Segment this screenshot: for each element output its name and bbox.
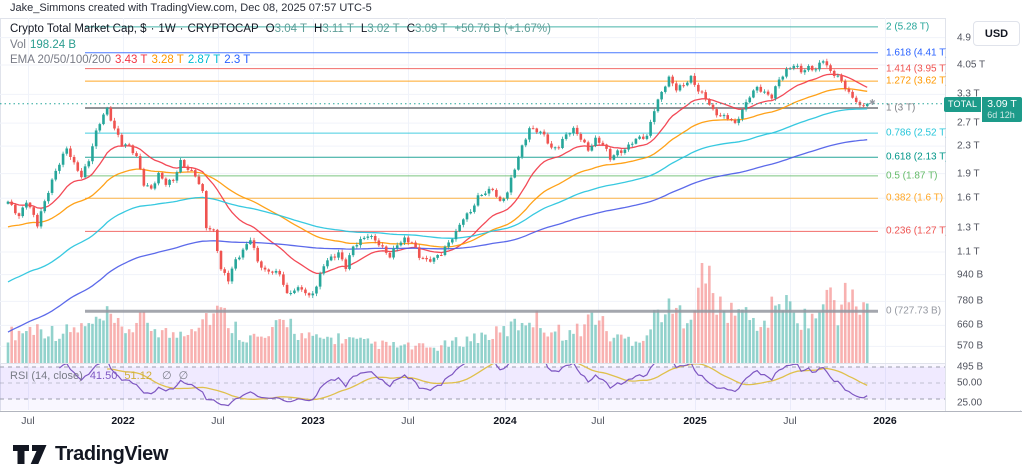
volume-legend-row[interactable]: Vol 198.24 B xyxy=(10,39,76,51)
volume-bars xyxy=(6,263,869,363)
change-value: +50.76 B (+1.67%) xyxy=(454,23,551,35)
time-tick-Jul: Jul xyxy=(783,415,797,427)
chart-canvas[interactable] xyxy=(0,18,1022,430)
tradingview-logo-icon xyxy=(13,444,47,464)
price-tick-660-B: 660 B xyxy=(957,319,984,331)
currency-toggle-button[interactable]: USD xyxy=(973,21,1020,46)
time-tick-Jul: Jul xyxy=(211,415,225,427)
ema-20-line xyxy=(7,73,868,275)
fib-label-0.618: 0.618 (2.13 T) xyxy=(886,151,949,163)
ema-values: 3.43 T 3.28 T 2.87 T 2.3 T xyxy=(115,54,250,66)
tradingview-logo[interactable]: TradingView xyxy=(12,439,168,469)
open-value: 3.04 T xyxy=(274,23,308,35)
rsi-line xyxy=(59,364,868,407)
price-tick-1.1-T: 1.1 T xyxy=(957,246,980,258)
bar-countdown: 6d 12h xyxy=(987,109,1015,120)
fib-label-1.272: 1.272 (3.62 T) xyxy=(886,75,949,87)
interval-label: 1W xyxy=(158,23,176,35)
rsi-empty-slot-1: ∅ xyxy=(162,370,172,382)
rsi-empty-slot-2: ∅ xyxy=(178,370,189,382)
last-price-value: 3.09 T xyxy=(987,97,1017,110)
rsi-ma-line xyxy=(107,364,868,401)
time-tick-Jul: Jul xyxy=(401,415,415,427)
fib-label-2: 2 (5.28 T) xyxy=(886,21,930,33)
price-countdown-chip: 3.09 T 6d 12h xyxy=(982,96,1022,122)
price-tick-4.9-T: 4.9 T xyxy=(957,32,980,44)
ema-value-20: 3.43 T xyxy=(115,54,148,66)
price-tick-495-B: 495 B xyxy=(957,361,984,373)
close-value: 3.09 T xyxy=(415,23,448,35)
ema-value-50: 3.28 T xyxy=(151,54,184,66)
exchange-label: CRYPTOCAP xyxy=(187,23,259,35)
time-axis[interactable]: Jul 2022 Jul 2023 Jul 2024 Jul 2025 Jul 2026 xyxy=(0,411,1022,431)
last-price-badge[interactable]: TOTAL 3.09 T 6d 12h xyxy=(944,96,1022,122)
price-tick-3.3-T: 3.3 T xyxy=(957,88,980,100)
time-tick-2025: 2025 xyxy=(683,415,707,427)
ema-100-line xyxy=(7,108,868,283)
candles xyxy=(6,58,869,299)
ema-50-line xyxy=(7,88,868,248)
ema-200-line xyxy=(7,139,868,333)
price-tick-780-B: 780 B xyxy=(957,295,984,307)
time-tick-2022: 2022 xyxy=(111,415,135,427)
rsi-legend-row[interactable]: RSI (14, close) 41.50 51.12 ∅ ∅ xyxy=(10,369,188,382)
volume-label: Vol xyxy=(10,39,26,51)
rsi-tick-50.00: 50.00 xyxy=(957,377,983,389)
price-tick-1.9-T: 1.9 T xyxy=(957,168,980,180)
price-axis[interactable]: 4.9 T 4.05 T 3.3 T 2.7 T 2.3 T 1.9 T 1.6 T 1.3 … xyxy=(946,18,1022,410)
price-tick-4.05-T: 4.05 T xyxy=(957,59,986,71)
attribution-text: Jake_Simmons created with TradingView.co… xyxy=(10,2,372,14)
symbol-title: Crypto Total Market Cap, $ xyxy=(10,23,147,35)
ema-value-100: 2.87 T xyxy=(187,54,221,66)
price-tick-940-B: 940 B xyxy=(957,269,984,281)
ema-value-200: 2.3 T xyxy=(224,54,251,66)
symbol-total-chip: TOTAL xyxy=(944,96,982,112)
price-tick-1.6-T: 1.6 T xyxy=(957,192,980,204)
price-tick-2.7-T: 2.7 T xyxy=(957,117,980,129)
low-value: 3.02 T xyxy=(367,23,400,35)
rsi-label: RSI (14, close) xyxy=(10,370,83,382)
fib-label-1.618: 1.618 (4.41 T) xyxy=(886,47,949,59)
rsi-ma-value: 51.12 xyxy=(124,370,152,382)
time-tick-2024: 2024 xyxy=(493,415,517,427)
symbol-legend-row[interactable]: Crypto Total Market Cap, $ · 1W · CRYPTOCAP O… xyxy=(10,23,551,35)
tradingview-logo-text: TradingView xyxy=(55,442,169,465)
fib-label-0.236: 0.236 (1.27 T) xyxy=(886,225,949,237)
volume-value: 198.24 B xyxy=(30,39,77,51)
time-tick-2026: 2026 xyxy=(873,415,897,427)
ema-legend-row[interactable]: EMA 20/50/100/200 3.43 T 3.28 T 2.87 T 2.3 T xyxy=(10,54,250,66)
price-tick-1.3-T: 1.3 T xyxy=(957,222,980,234)
fib-label-1.414: 1.414 (3.95 T) xyxy=(886,63,949,75)
fib-label-0.382: 0.382 (1.6 T) xyxy=(886,192,944,204)
fib-label-0: 0 (727.73 B) xyxy=(886,305,942,317)
last-price-marker: ✱ xyxy=(869,98,876,107)
fib-label-1: 1 (3 T) xyxy=(886,102,916,114)
price-tick-570-B: 570 B xyxy=(957,340,984,352)
fib-label-0.5: 0.5 (1.87 T) xyxy=(886,170,938,182)
price-tick-2.3-T: 2.3 T xyxy=(957,140,980,152)
high-value: 3.11 T xyxy=(322,23,354,35)
fib-label-0.786: 0.786 (2.52 T) xyxy=(886,127,949,139)
time-tick-Jul: Jul xyxy=(21,415,35,427)
time-tick-Jul: Jul xyxy=(591,415,605,427)
ema-label: EMA 20/50/100/200 xyxy=(10,54,112,66)
time-tick-2023: 2023 xyxy=(301,415,325,427)
rsi-value: 41.50 xyxy=(89,370,118,382)
rsi-tick-25.00: 25.00 xyxy=(957,397,983,409)
